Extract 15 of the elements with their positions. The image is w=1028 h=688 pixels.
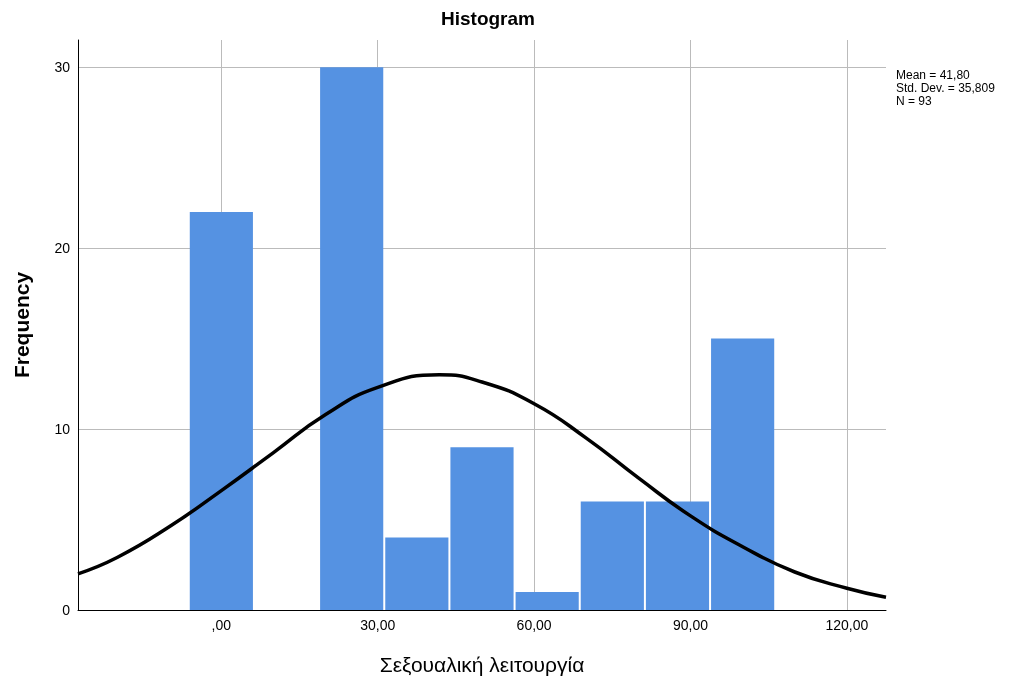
x-tick-label: ,00	[211, 617, 232, 633]
x-tick-label: 30,00	[360, 617, 396, 633]
x-tick-label: 120,00	[825, 617, 869, 633]
y-tick-label: 10	[54, 421, 71, 438]
text: Mean = 41,80	[896, 68, 971, 82]
x-tick-label: 60,00	[516, 617, 552, 633]
text: N = 93	[896, 94, 933, 108]
y-tick-label: 20	[54, 240, 71, 257]
y-tick-label: 0	[62, 602, 71, 618]
text: Std. Dev. = 35,809	[896, 81, 996, 95]
x-axis-title: Σεξουαλική λειτουργία	[379, 653, 585, 676]
x-tick-label: 90,00	[672, 617, 709, 633]
y-tick-label: 30	[54, 59, 71, 76]
chart-title: Histogram	[441, 8, 535, 29]
y-axis-title: Frequency	[10, 271, 33, 379]
